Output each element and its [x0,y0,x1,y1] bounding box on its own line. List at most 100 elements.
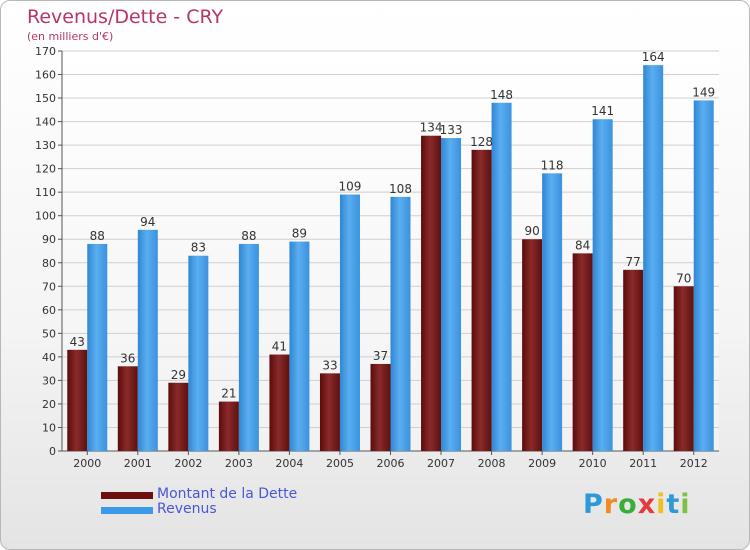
x-tick-label: 2007 [427,457,455,470]
bar-debt [218,401,239,451]
bar-revenue [289,241,310,451]
x-tick-label: 2006 [377,457,405,470]
y-tick-label: 60 [42,304,56,317]
bar-debt [269,354,290,451]
x-tick-label: 2001 [124,457,152,470]
bar-debt [673,286,694,451]
logo-letter: x [637,489,657,520]
y-tick-label: 110 [35,186,56,199]
logo-letter: r [603,489,619,520]
logo-letter: i [680,489,691,520]
data-label-debt: 128 [470,135,493,149]
bar-revenue [491,102,512,451]
data-label-debt: 29 [171,368,186,382]
x-tick-label: 2012 [680,457,708,470]
x-tick-label: 2010 [579,457,607,470]
bar-revenue [542,173,563,451]
data-label-revenue: 118 [541,158,564,172]
data-label-debt: 90 [524,224,539,238]
x-tick-label: 2003 [225,457,253,470]
legend-swatch-debt [101,492,153,499]
bar-debt [319,373,340,451]
data-label-revenue: 83 [191,241,206,255]
legend-label-revenue: Revenus [157,501,217,517]
bar-revenue [238,243,259,451]
bar-debt [623,269,644,451]
data-label-debt: 70 [676,271,691,285]
x-tick-label: 2009 [528,457,556,470]
y-tick-label: 80 [42,257,56,270]
chart-title: Revenus/Dette - CRY [27,6,224,28]
data-label-debt: 84 [575,238,590,252]
data-label-revenue: 148 [490,88,513,102]
bar-revenue [339,194,360,451]
bar-revenue [390,196,411,451]
bar-revenue [188,255,209,451]
y-tick-label: 170 [35,45,56,58]
data-label-debt: 134 [420,121,443,135]
data-label-debt: 37 [373,349,388,363]
bar-debt [572,253,593,451]
x-tick-label: 2002 [174,457,202,470]
bar-debt [67,349,88,451]
data-label-revenue: 108 [389,182,412,196]
data-label-revenue: 141 [591,104,614,118]
data-label-revenue: 149 [692,85,715,99]
y-tick-label: 140 [35,116,56,129]
data-label-revenue: 164 [642,50,665,64]
y-tick-label: 160 [35,69,56,82]
chart-subtitle: (en milliers d'€) [27,30,114,43]
y-tick-label: 130 [35,139,56,152]
bar-debt [522,239,543,451]
data-label-debt: 41 [272,340,287,354]
bars [67,65,714,452]
data-label-debt: 77 [626,255,641,269]
legend-swatch-revenue [101,507,153,514]
y-tick-label: 20 [42,398,56,411]
y-tick-label: 70 [42,280,56,293]
logo-letter: P [583,489,604,520]
bar-revenue [441,138,462,451]
data-label-debt: 33 [322,358,337,372]
bar-revenue [693,100,714,451]
logo-letter: t [666,489,681,520]
proxiti-logo: Proxiti [583,489,691,520]
y-tick-label: 100 [35,210,56,223]
data-label-revenue: 88 [90,229,105,243]
logo-letter: i [656,489,667,520]
data-label-revenue: 94 [140,215,155,229]
bar-debt [370,363,391,451]
x-tick-label: 2005 [326,457,354,470]
y-tick-label: 10 [42,421,56,434]
y-tick-label: 150 [35,92,56,105]
bar-debt [117,366,138,451]
y-tick-label: 30 [42,374,56,387]
legend-label-debt: Montant de la Dette [157,486,298,502]
data-label-revenue: 109 [339,180,362,194]
data-label-debt: 43 [70,335,85,349]
y-tick-label: 90 [42,233,56,246]
y-tick-label: 40 [42,351,56,364]
data-label-debt: 36 [120,351,135,365]
bar-debt [421,135,442,452]
bar-revenue [87,243,108,451]
data-label-revenue: 89 [292,227,307,241]
y-tick-label: 0 [49,445,56,458]
bar-debt [168,382,189,451]
data-label-debt: 21 [221,387,236,401]
logo-letter: o [618,489,638,520]
bar-revenue [643,65,664,451]
data-label-revenue: 88 [241,229,256,243]
x-tick-label: 2000 [73,457,101,470]
x-tick-label: 2008 [478,457,506,470]
bar-revenue [592,119,613,451]
bar-revenue [137,229,158,451]
bar-debt [471,149,492,451]
x-tick-label: 2004 [275,457,303,470]
y-tick-label: 50 [42,327,56,340]
data-label-revenue: 133 [440,123,463,137]
x-tick-label: 2011 [629,457,657,470]
y-tick-label: 120 [35,163,56,176]
